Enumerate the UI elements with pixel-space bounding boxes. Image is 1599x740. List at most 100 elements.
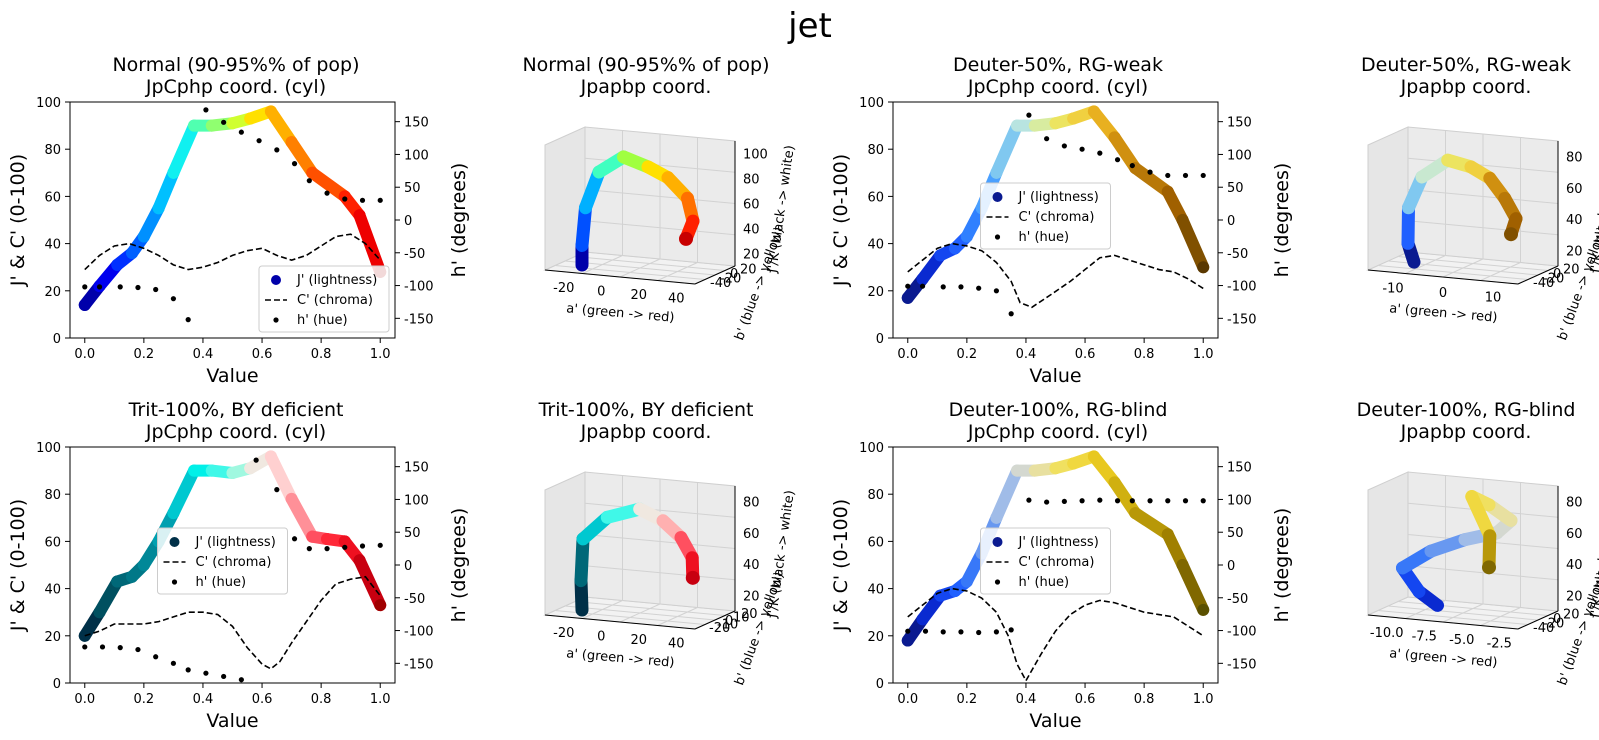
legend-marker-lightness	[271, 275, 281, 285]
y2-tick-label: 50	[1227, 526, 1244, 541]
hue-point	[1079, 146, 1085, 152]
z-tick-label: 80	[743, 173, 760, 188]
lightness-point	[990, 166, 1003, 179]
hue-point	[238, 677, 244, 683]
x-tick-label: 20	[630, 288, 647, 303]
lightness-point	[1161, 528, 1174, 541]
panel-normal-3d: Normal (90-95%% of pop)Jpapbp coord.-20 0…	[522, 54, 797, 343]
x-tick-label: 40	[668, 636, 685, 651]
z-axis-label: J'/K (black -> white)	[765, 489, 798, 619]
y-tick-label: 0	[876, 677, 884, 692]
y-tick-label: 0	[53, 677, 61, 692]
grid-line	[1397, 601, 1549, 616]
lightness-point	[1087, 450, 1100, 463]
y2-tick-label: -100	[404, 625, 434, 640]
lightness-point	[188, 119, 201, 132]
hue-point	[82, 644, 88, 650]
hue-point	[1129, 162, 1135, 169]
lightness-point	[306, 166, 319, 179]
x-axis-label: a' (green -> red)	[1389, 646, 1498, 670]
hue-point	[1008, 627, 1014, 633]
lightness-point	[916, 613, 929, 626]
x-axis-label: a' (green -> red)	[1389, 301, 1498, 325]
panel-title-line: JpCphp coord. (cyl)	[145, 76, 326, 98]
hue-point	[170, 660, 177, 666]
z-axis-label: J'/K (black -> white)	[765, 144, 798, 274]
y2-tick-label: -100	[1227, 625, 1257, 640]
hue-point	[238, 129, 244, 135]
y2-tick-label: 100	[404, 493, 429, 508]
panel-title-line: Deuter-50%, RG-weak	[953, 54, 1163, 76]
panel-title-line: Jpapbp coord.	[1400, 421, 1532, 443]
lightness-point	[353, 209, 366, 222]
lightness-point	[1028, 464, 1041, 477]
x-axis-line	[1367, 269, 1519, 285]
y2-axis-label: h' (degrees)	[448, 163, 470, 278]
y2-tick-label: -100	[404, 280, 434, 295]
hue-point	[135, 646, 141, 653]
hue-point	[1061, 143, 1067, 149]
y-tick-label: 10	[733, 610, 750, 625]
lightness-segment	[1108, 131, 1142, 175]
y-tick-label: 0	[730, 267, 738, 282]
x-tick-label: 0.2	[134, 692, 155, 707]
y-tick-label: -20	[1543, 616, 1564, 631]
curve-segment	[574, 532, 590, 588]
figure-title: jet	[787, 6, 832, 46]
y-tick-label: -20	[709, 621, 730, 636]
z-tick-label: 60	[743, 198, 760, 213]
hue-point	[170, 296, 177, 302]
lightness-segment	[1129, 507, 1174, 541]
x-tick-label: 0	[597, 284, 605, 299]
x-axis-line	[1367, 614, 1519, 630]
hue-point	[221, 673, 227, 680]
grid-line	[1480, 607, 1521, 626]
y2-tick-label: -100	[1227, 280, 1257, 295]
hue-point	[359, 543, 366, 549]
z-tick-label: 40	[743, 558, 760, 573]
grid-line	[1407, 189, 1559, 204]
lightness-point	[1108, 131, 1121, 144]
y-tick-label: 100	[859, 441, 884, 456]
curve-end	[679, 231, 693, 246]
side-pane	[544, 126, 586, 271]
lightness-point	[205, 119, 218, 132]
y2-tick-label: 50	[404, 526, 421, 541]
y-tick-label: 80	[44, 488, 61, 503]
lightness-point	[306, 530, 319, 543]
z-tick-label: 20	[743, 589, 760, 604]
y2-tick-label: -150	[1227, 312, 1257, 327]
x-axis-line	[544, 614, 696, 630]
x-axis-line	[544, 269, 696, 285]
y-axis-line	[1517, 610, 1559, 630]
y-tick-label: 80	[867, 143, 884, 158]
lightness-segment	[990, 464, 1024, 524]
lightness-point	[137, 559, 150, 571]
lightness-point	[1108, 476, 1121, 489]
curve-end	[685, 570, 700, 585]
y-tick-label: 60	[44, 535, 61, 550]
grid-line	[574, 256, 726, 271]
hue-point	[1200, 172, 1206, 179]
lightness-point	[226, 117, 239, 130]
lightness-point	[137, 230, 150, 243]
curve-segment	[1465, 490, 1497, 543]
x-tick-label: -20	[553, 626, 574, 641]
grid-line	[657, 262, 698, 281]
lightness-point	[167, 507, 180, 520]
lightness-point	[264, 105, 277, 118]
y-tick-label: -40	[1533, 276, 1554, 291]
hue-point	[324, 546, 330, 552]
legend-entry: h' (hue)	[1019, 575, 1070, 590]
lightness-point	[338, 535, 351, 548]
y-tick-label: -10	[717, 618, 738, 633]
y-tick-label: 80	[867, 488, 884, 503]
hue-point	[203, 670, 209, 676]
y-tick-label: 20	[867, 285, 884, 300]
hue-point	[291, 161, 298, 167]
lightness-point	[152, 202, 165, 215]
x-tick-label: -7.5	[1412, 629, 1437, 644]
